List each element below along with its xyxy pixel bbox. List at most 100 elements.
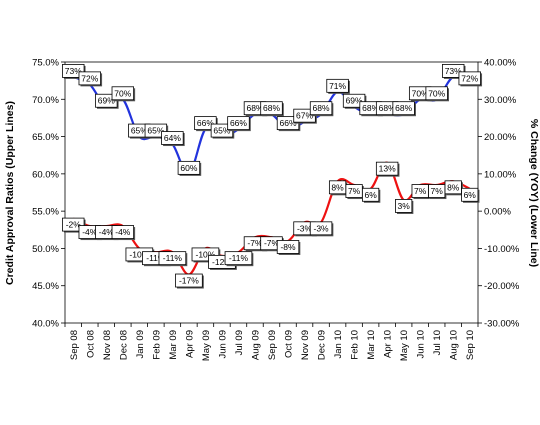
data-label-text: -4%	[115, 227, 131, 237]
data-label-text: -3%	[313, 223, 329, 233]
data-label: 72%	[458, 71, 483, 87]
data-label-box	[177, 160, 201, 175]
data-label-text: 70%	[428, 88, 445, 98]
y-tick-label-left: 65.0%	[32, 132, 59, 143]
data-label-text: -11%	[229, 253, 249, 263]
x-tick-label: Jul 10	[432, 330, 443, 355]
data-label-box	[78, 71, 101, 86]
data-labels: 73%72%69%70%65% 65%64%60%66%65%66%68% 68%6…	[62, 64, 483, 289]
data-label-text: -17%	[179, 276, 199, 286]
y-tick-label-left: 45.0%	[32, 281, 59, 292]
data-label: 6%	[461, 187, 480, 203]
data-label: 70%	[111, 86, 136, 102]
data-label-box	[158, 251, 187, 266]
data-label-text: 70%	[412, 88, 429, 98]
data-label-box	[362, 187, 380, 202]
x-tick-label: Sep 10	[465, 330, 476, 360]
data-label-text: 72%	[461, 73, 478, 83]
data-label-box	[224, 251, 253, 266]
data-label-text: 7%	[431, 186, 444, 196]
data-label-text: 65%	[213, 126, 230, 136]
data-label-box	[260, 101, 283, 116]
data-label-text: 68%	[263, 103, 280, 113]
data-label-text: 64%	[164, 133, 181, 143]
data-label-box	[161, 131, 184, 145]
x-tick-label: Aug 09	[250, 330, 261, 360]
x-tick-label: Aug 10	[449, 330, 460, 360]
data-label-box	[395, 199, 413, 213]
data-label-box	[375, 161, 399, 176]
data-label-text: 72%	[81, 73, 98, 83]
data-label-text: 7%	[348, 186, 361, 196]
x-tick-label: Nov 09	[300, 330, 311, 360]
data-label-text: 73%	[65, 66, 82, 76]
data-label-text: 66%	[230, 118, 247, 128]
data-label-text: 69%	[98, 96, 115, 106]
data-label-text: 13%	[379, 164, 396, 174]
data-label-box	[309, 101, 333, 116]
data-label-text: 70%	[114, 88, 131, 98]
x-tick-label: Mar 09	[168, 330, 179, 360]
data-label-text: -10%	[129, 249, 149, 259]
data-label-text: 6%	[464, 190, 477, 200]
data-label: 66%	[227, 116, 251, 132]
data-label-text: -8%	[280, 242, 296, 252]
data-label-text: 67%	[296, 111, 313, 121]
y-axis-title-left: Credit Approval Ratios (Upper Lines)	[4, 101, 16, 285]
data-label: 7%	[411, 184, 430, 200]
data-label: 72%	[78, 71, 103, 87]
x-tick-label: Jun 10	[416, 330, 427, 359]
data-label-box	[276, 240, 300, 254]
y-tick-label-right: 0.00%	[484, 207, 511, 218]
data-label-text: -12%	[212, 257, 232, 267]
x-tick-label: Oct 08	[85, 330, 96, 358]
x-tick-label: Jul 09	[234, 330, 245, 355]
data-label: -11%	[224, 251, 254, 267]
data-label-box	[326, 78, 349, 93]
data-label: 8%	[328, 180, 348, 196]
data-label: 3%	[395, 199, 414, 214]
data-label: 8%	[444, 180, 463, 196]
data-label: -8%	[276, 240, 301, 255]
y-tick-label-right: -20.00%	[484, 281, 520, 292]
y-tick-label-left: 75.0%	[32, 58, 59, 69]
y-tick-label-left: 55.0%	[32, 207, 59, 218]
axes: 40.0% 45.0% 50.0% 55.0% 60.0% 65.0% 70.0% 75.0%…	[32, 58, 520, 362]
data-label-box	[309, 221, 333, 236]
data-label-text: 66%	[280, 118, 297, 128]
data-label: -3%	[309, 221, 334, 237]
data-label-text: 65%	[147, 126, 164, 136]
y-tick-label-left: 60.0%	[32, 169, 59, 180]
data-label-text: -3%	[297, 223, 313, 233]
x-tick-label: Jan 10	[333, 330, 344, 359]
x-tick-label: Jan 09	[135, 330, 146, 359]
y-tick-label-right: -10.00%	[484, 244, 520, 255]
data-label-text: 68%	[395, 103, 412, 113]
data-label-text: -11%	[146, 253, 166, 263]
data-label-box	[227, 116, 250, 131]
data-label-box	[425, 86, 448, 101]
data-label: -11%	[158, 251, 188, 267]
data-label-text: -7%	[264, 238, 280, 248]
data-label-text: 7%	[414, 186, 427, 196]
data-label-text: -2%	[66, 220, 82, 230]
data-label-text: 73%	[445, 66, 462, 76]
data-label: 7%	[428, 184, 447, 200]
x-tick-label: Dec 09	[317, 330, 328, 360]
data-label-text: 66%	[197, 118, 214, 128]
data-label: 60%	[177, 160, 202, 176]
y-tick-label-left: 50.0%	[32, 244, 59, 255]
data-label: 70%	[425, 86, 449, 102]
data-label-box	[458, 71, 481, 86]
data-label-text: 68%	[246, 103, 263, 113]
x-tick-label: Sep 08	[69, 330, 80, 360]
y-tick-label-right: 30.00%	[484, 95, 517, 106]
data-label-text: -11%	[163, 253, 183, 263]
data-label-box	[392, 101, 415, 116]
x-tick-label: Apr 09	[184, 330, 195, 358]
data-label-box	[461, 187, 479, 202]
data-label: 64%	[161, 131, 185, 147]
y-tick-label-right: 40.00%	[484, 58, 517, 69]
y-tick-label-left: 70.0%	[32, 95, 59, 106]
